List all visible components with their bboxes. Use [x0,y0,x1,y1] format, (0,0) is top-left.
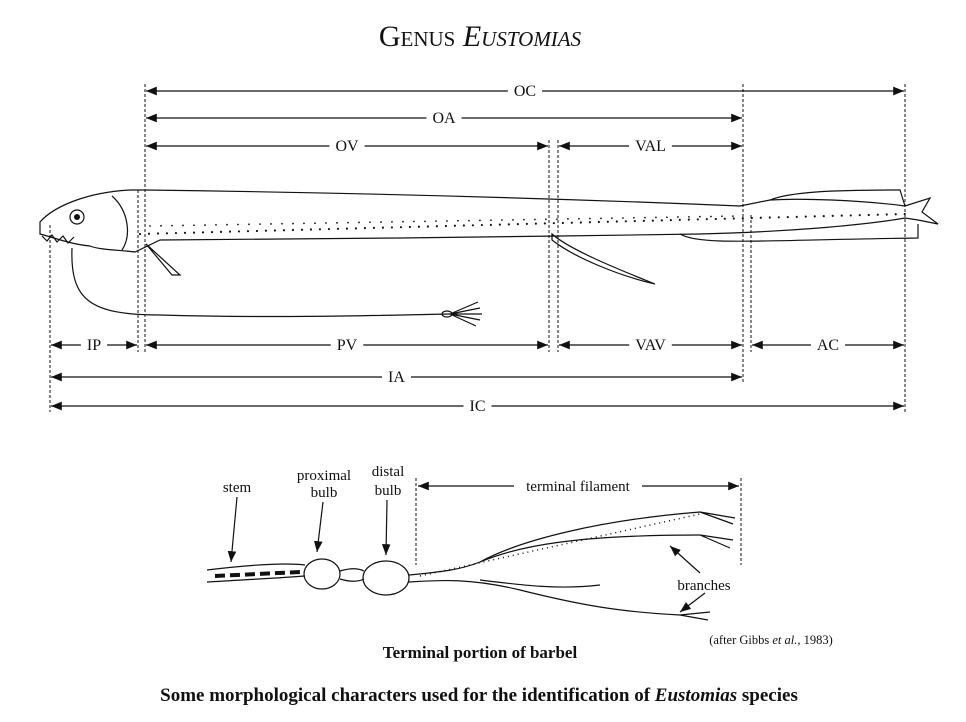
caption-part: species [737,685,798,706]
terminal-filament-label: terminal filament [526,479,631,495]
measurement-label: OA [432,110,456,127]
measurement-label: OV [335,138,359,155]
credit: (after Gibbs et al., 1983) [709,633,833,647]
measurement-label: IA [388,369,405,386]
figure-caption: Some morphological characters used for t… [160,685,798,706]
fish-drawing [39,189,939,327]
title-genus: Genus [379,20,456,53]
caption-part: Some morphological characters used for t… [160,685,655,706]
credit-part: (after Gibbs [709,633,772,647]
measurement-label: VAL [635,138,666,155]
measurement-label: IC [470,398,486,415]
barbel-drawing [206,478,742,621]
proximal-bulb-label: bulb [311,485,338,501]
branches-label: branches [677,578,730,594]
distal-bulb-label: distal [372,464,405,480]
distal-bulb-label: bulb [375,483,402,499]
stem-label: stem [223,480,252,496]
reference-lines [49,84,906,412]
caption-part: Eustomias [654,685,737,706]
title: Genus Eustomias [379,20,582,53]
measurement-label: VAV [635,337,666,354]
measurement-label: AC [817,337,839,354]
credit-part: et al. [772,633,797,647]
dimension-lines: OC OA OV VAL IP PV VAV AC IA IC [51,83,904,415]
credit-part: , 1983) [797,633,832,647]
measurement-label: IP [87,337,101,354]
measurement-label: OC [514,83,536,100]
barbel-caption: Terminal portion of barbel [383,643,578,662]
title-name: Eustomias [462,20,582,53]
proximal-bulb-label: proximal [297,468,351,484]
measurement-label: PV [337,337,358,354]
